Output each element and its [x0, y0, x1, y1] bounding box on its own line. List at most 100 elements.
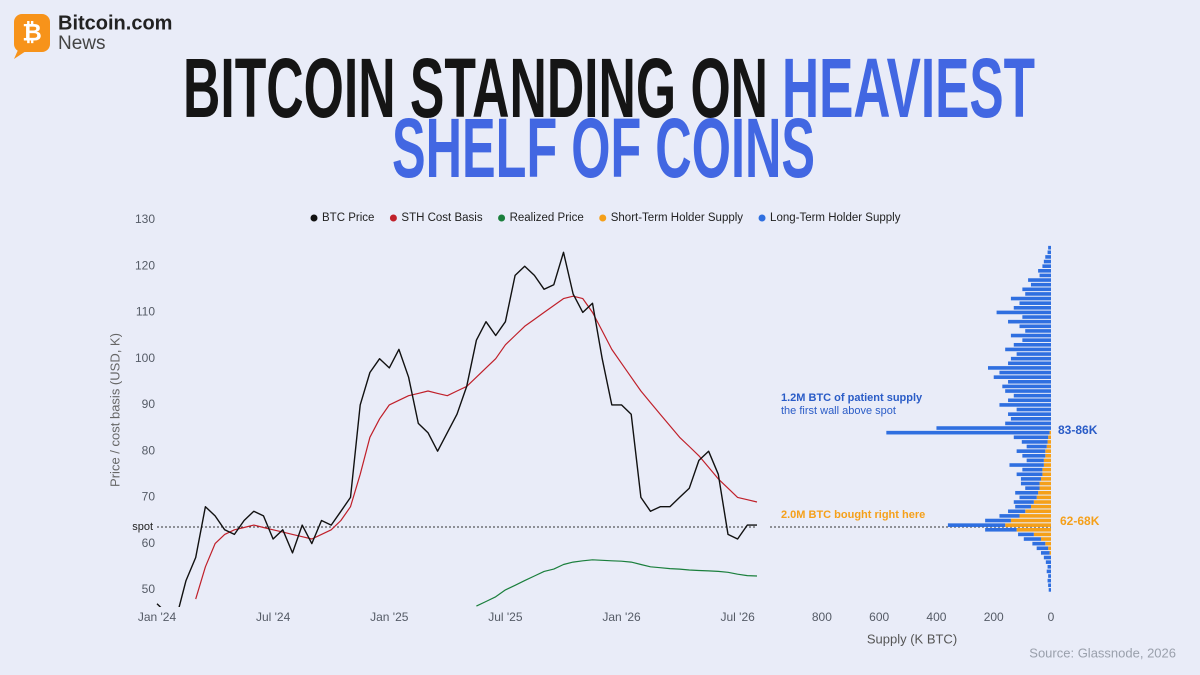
supply-bar	[1028, 278, 1051, 282]
y-axis-label: Price / cost basis (USD, K)	[107, 333, 122, 487]
x-axis-label: Supply (K BTC)	[867, 631, 957, 646]
supply-bar	[1019, 514, 1051, 518]
supply-bar	[987, 366, 1051, 370]
supply-bar	[1049, 430, 1051, 435]
x-tick-label: 200	[984, 610, 1004, 624]
legend-label: BTC Price	[322, 212, 374, 224]
supply-bar	[1022, 315, 1051, 319]
legend-marker	[599, 214, 607, 222]
brand: Bitcoin.com	[58, 12, 172, 34]
supply-bar	[1043, 463, 1051, 467]
supply-bar	[1047, 578, 1051, 583]
y-tick-label: 100	[135, 351, 155, 365]
supply-bar	[999, 514, 1020, 518]
supply-bar	[1045, 560, 1051, 564]
plot-area	[156, 251, 758, 607]
brand-sub: News	[58, 33, 106, 54]
supply-bar	[1045, 541, 1051, 546]
legend-label: Long-Term Holder Supply	[770, 212, 901, 224]
supply-bar	[1022, 338, 1051, 342]
supply-bar	[1026, 458, 1044, 463]
supply-bar	[1048, 588, 1051, 592]
supply-bar	[1042, 467, 1051, 472]
x-tick-label: Jan '26	[602, 610, 641, 624]
x-tick-label: Jul '25	[488, 610, 523, 624]
y-tick-label: 80	[142, 443, 156, 457]
supply-bar	[1016, 407, 1051, 412]
supply-bar	[1008, 319, 1051, 324]
supply-bar	[1046, 444, 1051, 449]
annotation: 2.0M BTC bought right here	[781, 509, 925, 521]
supply-bar	[1040, 551, 1050, 555]
y-tick-label: 130	[135, 212, 155, 226]
supply-bar	[1047, 564, 1051, 569]
supply-bar	[886, 430, 1050, 435]
supply-bar	[1016, 352, 1051, 356]
supply-bar	[1047, 440, 1051, 444]
supply-bar	[1018, 532, 1034, 537]
supply-bar	[1025, 292, 1051, 296]
supply-bar	[1010, 333, 1051, 338]
x-tick-label: Jan '24	[138, 610, 177, 624]
x-tick-label: 0	[1048, 610, 1055, 624]
legend-marker	[310, 214, 318, 222]
supply-bar	[1008, 412, 1051, 416]
x-tick-label: Jan '25	[370, 610, 409, 624]
supply-bar	[1008, 509, 1026, 514]
annotation: the first wall above spot	[781, 405, 896, 417]
supply-bar	[1019, 301, 1051, 305]
supply-bar	[1039, 273, 1051, 278]
supply-bar	[1005, 523, 1051, 527]
supply-bar	[1042, 264, 1051, 268]
supply-bar	[1030, 504, 1051, 509]
supply-bar	[1025, 329, 1051, 333]
y-tick-label: 60	[142, 536, 156, 550]
supply-bar	[999, 370, 1051, 375]
y-tick-label: 50	[142, 582, 156, 596]
supply-bar	[1015, 490, 1039, 495]
y-tick-label: 110	[136, 305, 155, 319]
supply-bar	[1022, 287, 1051, 292]
title-highlight: HEAVIEST	[782, 41, 1035, 135]
supply-bar	[936, 426, 1051, 430]
supply-bar	[993, 375, 1051, 379]
legend-label: STH Cost Basis	[401, 212, 482, 224]
supply-bar	[1043, 555, 1051, 560]
supply-bar	[1038, 269, 1051, 273]
supply-bar	[1030, 282, 1051, 287]
supply-bar	[1033, 500, 1051, 504]
supply-bar	[1040, 477, 1051, 481]
logo-symbol: ₿	[22, 19, 42, 46]
supply-bar	[1022, 467, 1043, 472]
supply-bar	[999, 403, 1051, 407]
logo-badge	[14, 14, 50, 52]
supply-bar	[1005, 347, 1051, 352]
supply-bar	[1036, 495, 1051, 500]
supply-bar	[1048, 583, 1051, 588]
legend-marker	[389, 214, 397, 222]
supply-bar	[1026, 444, 1047, 449]
y-tick-label: 120	[135, 258, 155, 272]
supply-bar	[1008, 379, 1051, 384]
supply-bar	[1045, 255, 1051, 259]
supply-bar	[1025, 509, 1051, 514]
supply-bar	[1010, 356, 1051, 361]
supply-bar	[1016, 527, 1051, 532]
supply-bar	[1019, 324, 1051, 329]
supply-bar	[1048, 245, 1051, 250]
supply-bar	[1046, 569, 1051, 574]
supply-bar	[1013, 342, 1051, 347]
supply-bar	[1048, 435, 1051, 440]
supply-bar	[1009, 463, 1044, 467]
supply-bar	[1008, 361, 1051, 366]
supply-bar	[1048, 546, 1051, 551]
supply-bar	[1023, 537, 1041, 541]
supply-bar	[1038, 490, 1051, 495]
supply-bar	[1010, 416, 1051, 421]
supply-bar	[1040, 537, 1051, 541]
x-tick-label: Jul '26	[720, 610, 755, 624]
supply-bar	[1013, 500, 1034, 504]
supply-bar	[1016, 449, 1046, 453]
supply-bar	[1021, 440, 1048, 444]
x-tick-label: 600	[869, 610, 889, 624]
